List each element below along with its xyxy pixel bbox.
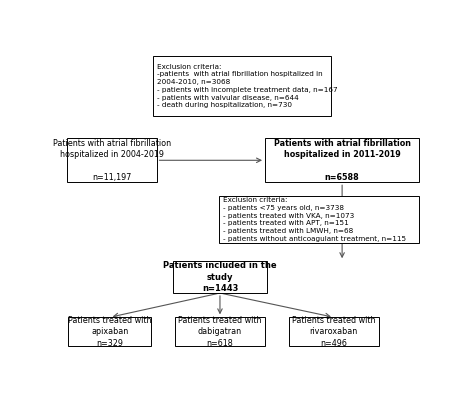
FancyBboxPatch shape — [173, 261, 267, 293]
FancyBboxPatch shape — [265, 138, 419, 182]
FancyBboxPatch shape — [68, 317, 151, 346]
Text: Patients with atrial fibrillation
hospitalized in 2011-2019

n=6588: Patients with atrial fibrillation hospit… — [273, 139, 410, 182]
Text: Exclusion criteria:
- patients <75 years old, n=3738
- patients treated with VKA: Exclusion criteria: - patients <75 years… — [223, 197, 407, 242]
FancyBboxPatch shape — [219, 196, 419, 243]
FancyBboxPatch shape — [175, 317, 265, 346]
Text: Patients treated with
rivaroxaban
n=496: Patients treated with rivaroxaban n=496 — [292, 316, 375, 348]
Text: Patients included in the
study
n=1443: Patients included in the study n=1443 — [163, 261, 277, 293]
Text: Patients with atrial fibrillation
hospitalized in 2004-2019

n=11,197: Patients with atrial fibrillation hospit… — [53, 139, 171, 182]
Text: Exclusion criteria:
-patients  with atrial fibrillation hospitalized in
2004-201: Exclusion criteria: -patients with atria… — [157, 63, 338, 108]
Text: Patients treated with
apixaban
n=329: Patients treated with apixaban n=329 — [68, 316, 152, 348]
FancyBboxPatch shape — [66, 138, 156, 182]
FancyBboxPatch shape — [289, 317, 379, 346]
Text: Patients treated with
dabigatran
n=618: Patients treated with dabigatran n=618 — [178, 316, 262, 348]
FancyBboxPatch shape — [153, 56, 331, 115]
